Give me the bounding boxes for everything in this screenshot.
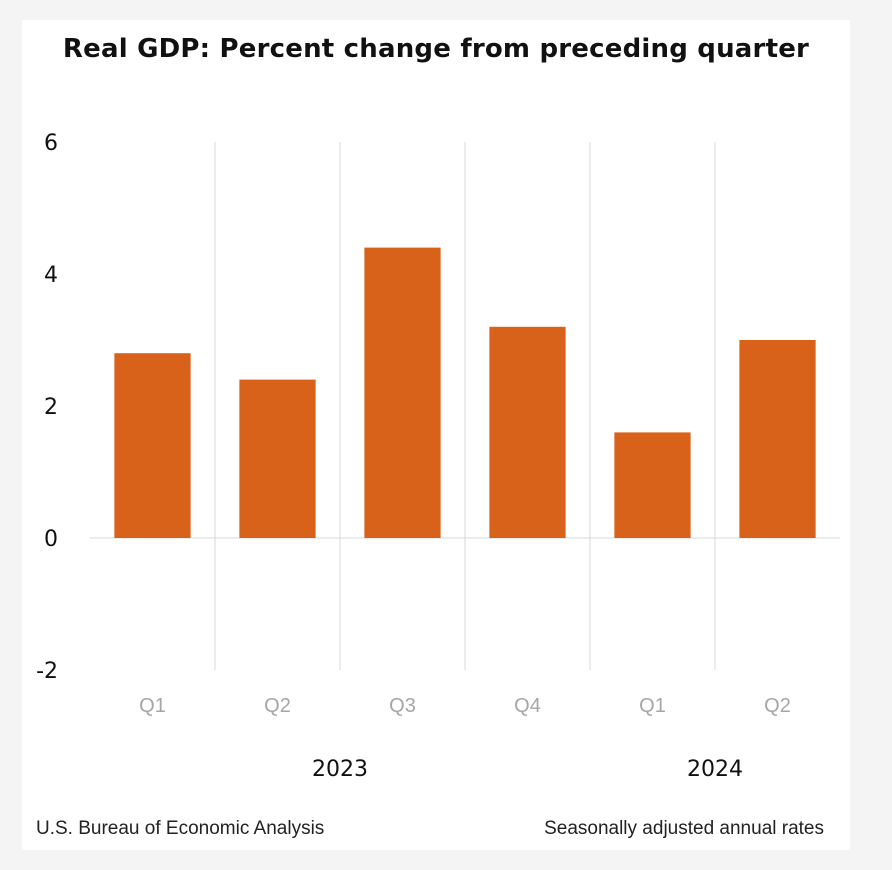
- bar-5: [614, 432, 691, 538]
- bar-1: [114, 353, 191, 538]
- bar-2: [239, 379, 316, 538]
- x-tick-label: Q3: [389, 695, 416, 717]
- y-tick-label: 2: [44, 395, 58, 420]
- y-tick-label: -2: [36, 659, 58, 684]
- x-group-label-2024: 2024: [687, 757, 743, 782]
- y-tick-label: 0: [44, 527, 58, 552]
- x-tick-label: Q2: [264, 695, 291, 717]
- x-group-label-2023: 2023: [312, 757, 368, 782]
- x-tick-label: Q1: [139, 695, 166, 717]
- chart-title: Real GDP: Percent change from preceding …: [62, 34, 810, 64]
- y-tick-label: 6: [44, 131, 58, 156]
- source-note: U.S. Bureau of Economic Analysis: [36, 818, 325, 839]
- x-tick-label: Q4: [514, 695, 541, 717]
- bar-4: [489, 326, 566, 538]
- bar-6: [739, 340, 816, 538]
- bar-3: [364, 247, 441, 538]
- rate-note: Seasonally adjusted annual rates: [544, 818, 824, 839]
- x-tick-label: Q2: [764, 695, 791, 717]
- y-tick-label: 4: [44, 263, 58, 288]
- bar-chart: -2 0 2 4 6 Q1 Q2 Q3 Q4 Q1 Q2 2023 2024: [36, 131, 840, 782]
- x-tick-label: Q1: [639, 695, 666, 717]
- chart-card: Real GDP: Percent change from preceding …: [22, 20, 850, 850]
